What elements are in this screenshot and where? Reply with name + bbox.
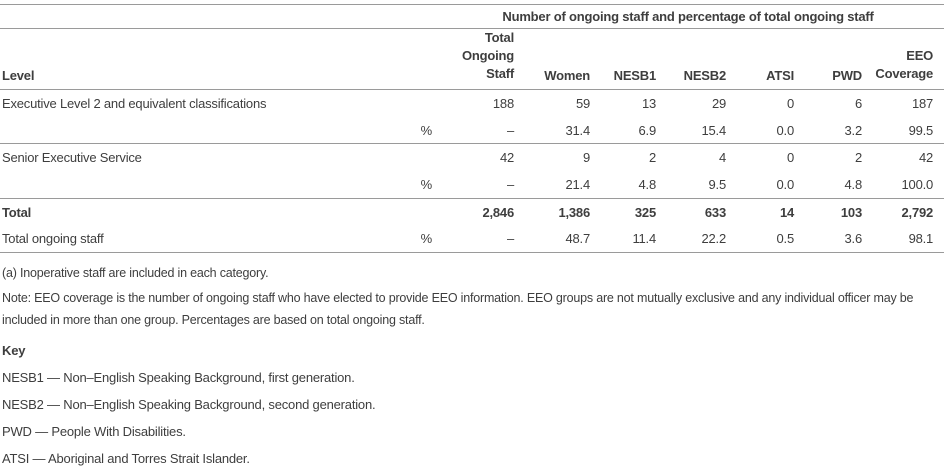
level-cell: Total bbox=[2, 204, 32, 220]
key-item-nesb1: NESB1 — Non–English Speaking Background,… bbox=[2, 369, 355, 385]
col-header-women: Women bbox=[514, 28, 590, 90]
value-cell: 13 bbox=[641, 96, 656, 111]
value-cell: 100.0 bbox=[862, 170, 944, 199]
key-item-atsi: ATSI — Aboriginal and Torres Strait Isla… bbox=[2, 450, 250, 466]
value-cell: 6.9 bbox=[590, 116, 656, 145]
table-row-exec-level-2-pct: % – 31.4 6.9 15.4 0.0 3.2 99.5 bbox=[0, 116, 944, 145]
level-cell: Total ongoing staff bbox=[0, 225, 368, 253]
eeo-coverage-note: Note: EEO coverage is the number of ongo… bbox=[2, 290, 914, 327]
value-cell: 6 bbox=[854, 96, 862, 111]
value-cell: 4.8 bbox=[794, 170, 862, 199]
col-header-nesb1: NESB1 bbox=[590, 28, 656, 90]
value-cell: – bbox=[432, 225, 514, 253]
value-cell: 9 bbox=[582, 150, 590, 166]
col-header-line: Staff bbox=[486, 66, 514, 81]
value-cell: 3.2 bbox=[794, 116, 862, 145]
col-header-level: Level bbox=[0, 28, 368, 90]
value-cell: 0.0 bbox=[726, 116, 794, 145]
col-header-pwd: PWD bbox=[794, 28, 862, 90]
notes-section: (a) Inoperative staff are included in ea… bbox=[0, 265, 944, 466]
value-cell: 9.5 bbox=[656, 170, 726, 199]
level-cell bbox=[0, 116, 368, 145]
value-cell: 187 bbox=[911, 96, 934, 111]
pct-cell: % bbox=[368, 170, 432, 199]
value-cell: – bbox=[432, 170, 514, 199]
value-cell: 0 bbox=[786, 96, 794, 111]
col-header-line: Total bbox=[484, 30, 514, 45]
key-item-pwd: PWD — People With Disabilities. bbox=[2, 423, 186, 439]
value-cell: 31.4 bbox=[514, 116, 590, 145]
value-cell: 2,846 bbox=[482, 204, 514, 220]
value-cell: 633 bbox=[704, 204, 726, 220]
value-cell: 2 bbox=[854, 150, 862, 166]
value-cell: 0 bbox=[786, 150, 794, 166]
value-cell: 11.4 bbox=[590, 225, 656, 253]
col-header-line: Ongoing bbox=[461, 48, 514, 63]
value-cell: 188 bbox=[492, 96, 514, 111]
table-row-total: Total 2,846 1,386 325 633 14 103 2,792 bbox=[0, 198, 944, 225]
value-cell: 103 bbox=[840, 204, 862, 220]
value-cell: 2,792 bbox=[901, 204, 934, 220]
span-header-spacer bbox=[0, 4, 432, 29]
col-header-line: Coverage bbox=[875, 66, 934, 81]
value-cell: 1,386 bbox=[558, 204, 590, 220]
value-cell: 59 bbox=[575, 96, 590, 111]
col-header-atsi: ATSI bbox=[726, 28, 794, 90]
footnote-a: (a) Inoperative staff are included in ea… bbox=[2, 265, 269, 280]
value-cell: 42 bbox=[499, 150, 514, 166]
value-cell: 3.6 bbox=[794, 225, 862, 253]
span-header-row: Number of ongoing staff and percentage o… bbox=[0, 4, 944, 29]
value-cell: 0.0 bbox=[726, 170, 794, 199]
col-header-pct-spacer bbox=[368, 28, 432, 90]
value-cell: 14 bbox=[779, 204, 794, 220]
value-cell: 98.1 bbox=[862, 225, 944, 253]
pct-cell bbox=[368, 144, 432, 171]
pct-cell bbox=[368, 90, 432, 117]
value-cell: 99.5 bbox=[862, 116, 944, 145]
table-row-total-ongoing-pct: Total ongoing staff % – 48.7 11.4 22.2 0… bbox=[0, 225, 944, 253]
key-title: Key bbox=[2, 342, 26, 358]
pct-cell: % bbox=[368, 225, 432, 253]
value-cell: 29 bbox=[711, 96, 726, 111]
level-cell bbox=[0, 170, 368, 199]
table-span-header: Number of ongoing staff and percentage o… bbox=[432, 4, 944, 29]
column-header-row: Level Total Ongoing Staff Women NESB1 NE… bbox=[0, 28, 944, 90]
value-cell: 4 bbox=[718, 150, 726, 166]
value-cell: 325 bbox=[634, 204, 656, 220]
pct-cell: % bbox=[368, 116, 432, 145]
value-cell: 21.4 bbox=[514, 170, 590, 199]
value-cell: 22.2 bbox=[656, 225, 726, 253]
col-header-line: EEO bbox=[906, 48, 934, 63]
table-row-ses-pct: % – 21.4 4.8 9.5 0.0 4.8 100.0 bbox=[0, 170, 944, 199]
value-cell: – bbox=[432, 116, 514, 145]
table-row-ses: Senior Executive Service 42 9 2 4 0 2 42 bbox=[0, 144, 944, 171]
value-cell: 48.7 bbox=[514, 225, 590, 253]
level-cell: Executive Level 2 and equivalent classif… bbox=[2, 96, 267, 111]
table-row-exec-level-2: Executive Level 2 and equivalent classif… bbox=[0, 90, 944, 117]
value-cell: 42 bbox=[919, 150, 934, 166]
col-header-total-ongoing-staff: Total Ongoing Staff bbox=[432, 28, 514, 90]
col-header-nesb2: NESB2 bbox=[656, 28, 726, 90]
col-header-eeo-coverage: EEO Coverage bbox=[862, 28, 944, 90]
eeo-staff-table: Number of ongoing staff and percentage o… bbox=[0, 4, 944, 253]
key-item-nesb2: NESB2 — Non–English Speaking Background,… bbox=[2, 396, 376, 412]
pct-cell bbox=[368, 198, 432, 225]
value-cell: 2 bbox=[648, 150, 656, 166]
level-cell: Senior Executive Service bbox=[2, 150, 142, 166]
value-cell: 15.4 bbox=[656, 116, 726, 145]
value-cell: 0.5 bbox=[726, 225, 794, 253]
value-cell: 4.8 bbox=[590, 170, 656, 199]
